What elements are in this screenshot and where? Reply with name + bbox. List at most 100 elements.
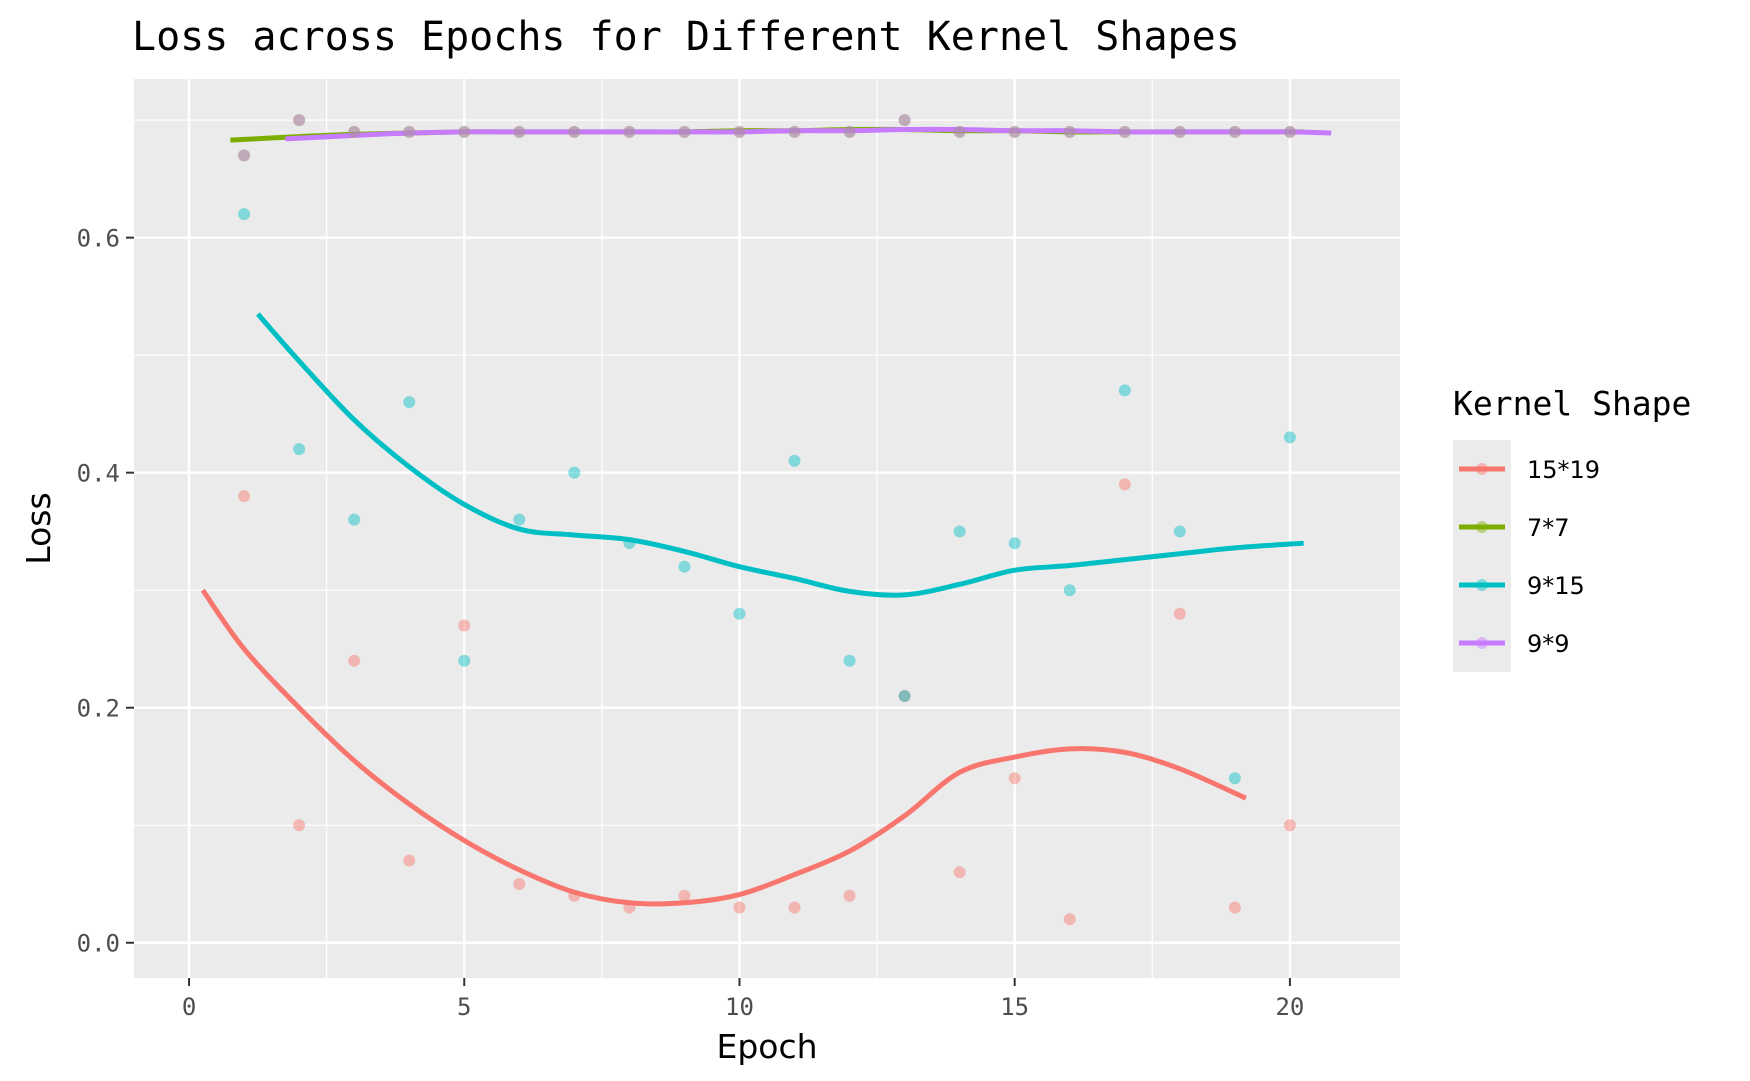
data-point-series-0 — [1008, 772, 1021, 785]
legend-key-point — [1476, 521, 1488, 533]
data-point-series-3 — [733, 125, 746, 138]
smooth-line-series-2 — [255, 312, 1304, 598]
data-point-series-3 — [238, 149, 251, 162]
legend-label: 9*9 — [1527, 630, 1570, 658]
y-tick-label: 0.2 — [77, 695, 120, 723]
data-point-series-1 — [843, 125, 856, 138]
data-point-series-0 — [403, 854, 416, 867]
data-point-series-0 — [623, 901, 636, 914]
data-point-series-0 — [293, 819, 306, 832]
data-point-series-1 — [238, 149, 251, 162]
smooth-line-series-0 — [200, 588, 1247, 907]
data-point-series-1 — [788, 125, 801, 138]
data-point-series-1 — [1228, 125, 1241, 138]
data-point-series-0 — [1118, 478, 1131, 491]
data-point-series-2 — [238, 208, 251, 221]
data-point-series-2 — [403, 396, 416, 409]
data-point-series-0 — [348, 654, 361, 667]
x-tick-label: 20 — [1275, 993, 1304, 1021]
legend-key-background — [1453, 440, 1511, 672]
data-point-series-0 — [1063, 913, 1076, 926]
major-gridlines — [134, 79, 1400, 978]
legend-label: 9*15 — [1527, 572, 1585, 600]
data-point-series-1 — [953, 125, 966, 138]
data-point-series-2 — [348, 513, 361, 526]
data-point-series-1 — [1283, 125, 1296, 138]
data-point-series-3 — [458, 125, 471, 138]
data-point-series-3 — [403, 125, 416, 138]
data-point-series-0 — [843, 889, 856, 902]
data-point-series-2 — [1173, 525, 1186, 538]
data-point-series-1 — [513, 125, 526, 138]
data-point-series-1 — [733, 125, 746, 138]
data-point-series-2 — [1228, 772, 1241, 785]
data-point-series-3 — [1228, 125, 1241, 138]
x-axis-title: Epoch — [716, 1027, 817, 1066]
y-tick-label: 0.4 — [77, 460, 120, 488]
data-point-series-2 — [568, 466, 581, 479]
data-point-series-3 — [348, 125, 361, 138]
legend-key-point — [1476, 579, 1488, 591]
legend-label: 7*7 — [1527, 514, 1570, 542]
data-point-series-0 — [238, 490, 251, 503]
minor-gridlines — [134, 79, 1400, 978]
data-point-series-3 — [953, 125, 966, 138]
x-axis: 0 5 10 15 20 — [182, 978, 1304, 1021]
smooth-lines — [200, 126, 1332, 907]
data-point-series-1 — [623, 125, 636, 138]
data-point-series-3 — [1063, 125, 1076, 138]
data-point-series-2 — [843, 654, 856, 667]
data-point-series-2 — [623, 537, 636, 550]
data-point-series-0 — [458, 619, 471, 632]
x-tick-label: 5 — [457, 993, 471, 1021]
data-point-series-3 — [1283, 125, 1296, 138]
data-point-series-0 — [678, 889, 691, 902]
y-axis: 0.0 0.2 0.4 0.6 — [77, 225, 134, 958]
legend-key-point — [1476, 637, 1488, 649]
x-tick-label: 0 — [182, 993, 196, 1021]
legend: Kernel Shape 15*19 7*7 9*15 9*9 — [1453, 384, 1691, 672]
smooth-line-series-3 — [285, 126, 1332, 142]
y-axis-title: Loss — [19, 492, 58, 564]
legend-label: 15*19 — [1527, 456, 1600, 484]
data-point-series-2 — [458, 654, 471, 667]
y-tick-label: 0.0 — [77, 930, 120, 958]
data-points — [238, 114, 1296, 926]
data-point-series-3 — [843, 125, 856, 138]
data-point-series-3 — [513, 125, 526, 138]
data-point-series-2 — [733, 607, 746, 620]
data-point-series-3 — [568, 125, 581, 138]
data-point-series-1 — [458, 125, 471, 138]
data-point-series-1 — [1173, 125, 1186, 138]
data-point-series-1 — [1063, 125, 1076, 138]
x-tick-label: 10 — [725, 993, 754, 1021]
data-point-series-0 — [1173, 607, 1186, 620]
legend-items: 15*19 7*7 9*15 9*9 — [1459, 456, 1600, 658]
data-point-series-1 — [348, 125, 361, 138]
data-point-series-3 — [1118, 125, 1131, 138]
data-point-series-1 — [898, 114, 911, 127]
legend-key-point — [1476, 463, 1488, 475]
data-point-series-0 — [898, 689, 911, 702]
data-point-series-2 — [898, 689, 911, 702]
data-point-series-0 — [953, 866, 966, 879]
x-tick-label: 15 — [1000, 993, 1029, 1021]
data-point-series-1 — [403, 125, 416, 138]
data-point-series-1 — [568, 125, 581, 138]
data-point-series-3 — [623, 125, 636, 138]
data-point-series-0 — [788, 901, 801, 914]
data-point-series-2 — [1008, 537, 1021, 550]
data-point-series-2 — [1063, 584, 1076, 597]
data-point-series-2 — [1118, 384, 1131, 397]
data-point-series-1 — [293, 114, 306, 127]
data-point-series-3 — [898, 114, 911, 127]
data-point-series-2 — [678, 560, 691, 573]
data-point-series-3 — [1008, 125, 1021, 138]
data-point-series-2 — [788, 454, 801, 467]
data-point-series-3 — [678, 125, 691, 138]
y-tick-label: 0.6 — [77, 225, 120, 253]
data-point-series-1 — [1008, 125, 1021, 138]
data-point-series-2 — [513, 513, 526, 526]
legend-title: Kernel Shape — [1453, 384, 1691, 423]
